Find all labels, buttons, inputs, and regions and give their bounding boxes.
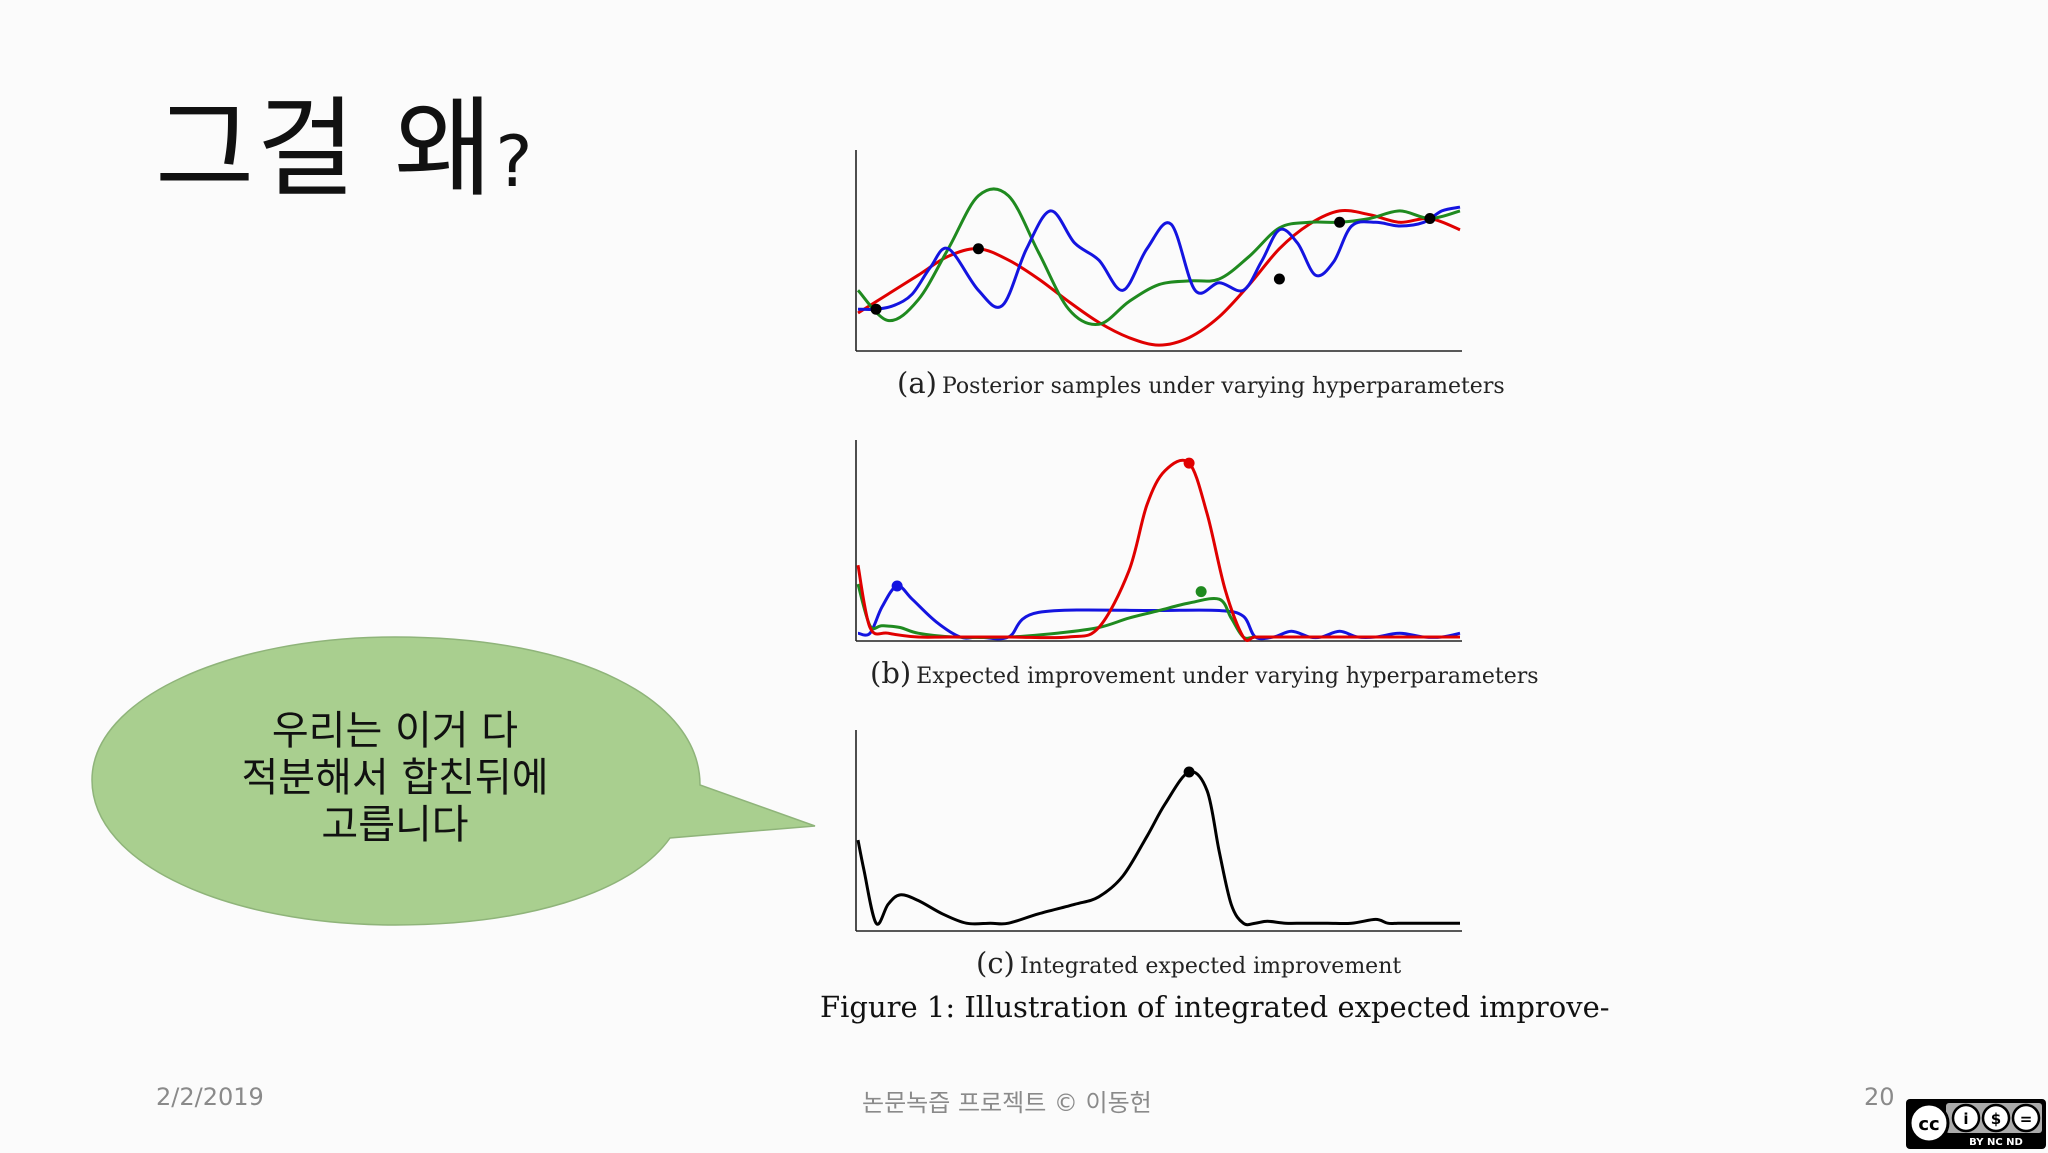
- panel-b-caption-text: Expected improvement under varying hyper…: [916, 664, 1539, 689]
- speech-bubble-shape: [91, 636, 816, 926]
- panel-c-caption-text: Integrated expected improvement: [1019, 954, 1402, 979]
- panel-a-caption: (a) Posterior samples under varying hype…: [897, 366, 1505, 400]
- panel-b-marker-3: [1195, 586, 1207, 598]
- svg-text:=: =: [2020, 1110, 2033, 1128]
- panel-a-marker-2: [972, 243, 984, 255]
- footer-date: 2/2/2019: [156, 1083, 264, 1111]
- bubble-line-2: 적분해서 합친뒤에: [241, 755, 549, 801]
- panel-a-marker-4: [1334, 216, 1346, 228]
- panel-c-marker-1: [1183, 766, 1195, 778]
- panel-b-caption: (b) Expected improvement under varying h…: [870, 656, 1539, 690]
- panel-a-series-3-line: [857, 205, 1461, 311]
- slide-title: 그걸 왜?: [155, 96, 535, 204]
- page-number: 20: [1864, 1083, 1895, 1111]
- panel-a: [855, 150, 1462, 352]
- panel-b-label: (b): [870, 656, 912, 690]
- panel-b-marker-2: [1183, 457, 1195, 469]
- svg-text:i: i: [1963, 1110, 1968, 1128]
- panel-a-caption-text: Posterior samples under varying hyperpar…: [942, 374, 1505, 399]
- panel-b-marker-1: [891, 580, 903, 592]
- panel-a-marker-1: [870, 303, 882, 315]
- svg-text:cc: cc: [1918, 1114, 1939, 1135]
- panel-c-caption: (c) Integrated expected improvement: [976, 946, 1401, 980]
- bubble-line-3: 고릅니다: [321, 802, 469, 848]
- title-question-mark: ?: [495, 121, 535, 203]
- license-badge-text: BY NC ND: [1969, 1137, 2023, 1148]
- panel-a-marker-3: [1273, 273, 1285, 285]
- panel-c: [855, 730, 1462, 932]
- cc-license-icons: cc i $ = BY NC ND: [1908, 1101, 2044, 1148]
- speech-bubble-text: 우리는 이거 다 적분해서 합친뒤에 고릅니다: [210, 708, 580, 849]
- bubble-line-1: 우리는 이거 다: [271, 708, 519, 754]
- panel-b: [855, 440, 1462, 642]
- panel-a-series-1-line: [857, 209, 1461, 347]
- footer-center-text: 논문녹즙 프로젝트 © 이동헌: [862, 1089, 1152, 1117]
- cc-license-badge: cc i $ = BY NC ND: [1906, 1099, 2046, 1149]
- title-text: 그걸 왜: [155, 87, 496, 212]
- svg-text:$: $: [1991, 1110, 2001, 1128]
- panel-a-series-2-line: [856, 187, 1461, 327]
- panel-a-marker-5: [1424, 212, 1436, 224]
- panel-c-label: (c): [976, 946, 1015, 980]
- figure-caption: Figure 1: Illustration of integrated exp…: [820, 990, 1610, 1024]
- panel-a-label: (a): [897, 366, 937, 400]
- panel-b-series-3-line: [856, 458, 1460, 642]
